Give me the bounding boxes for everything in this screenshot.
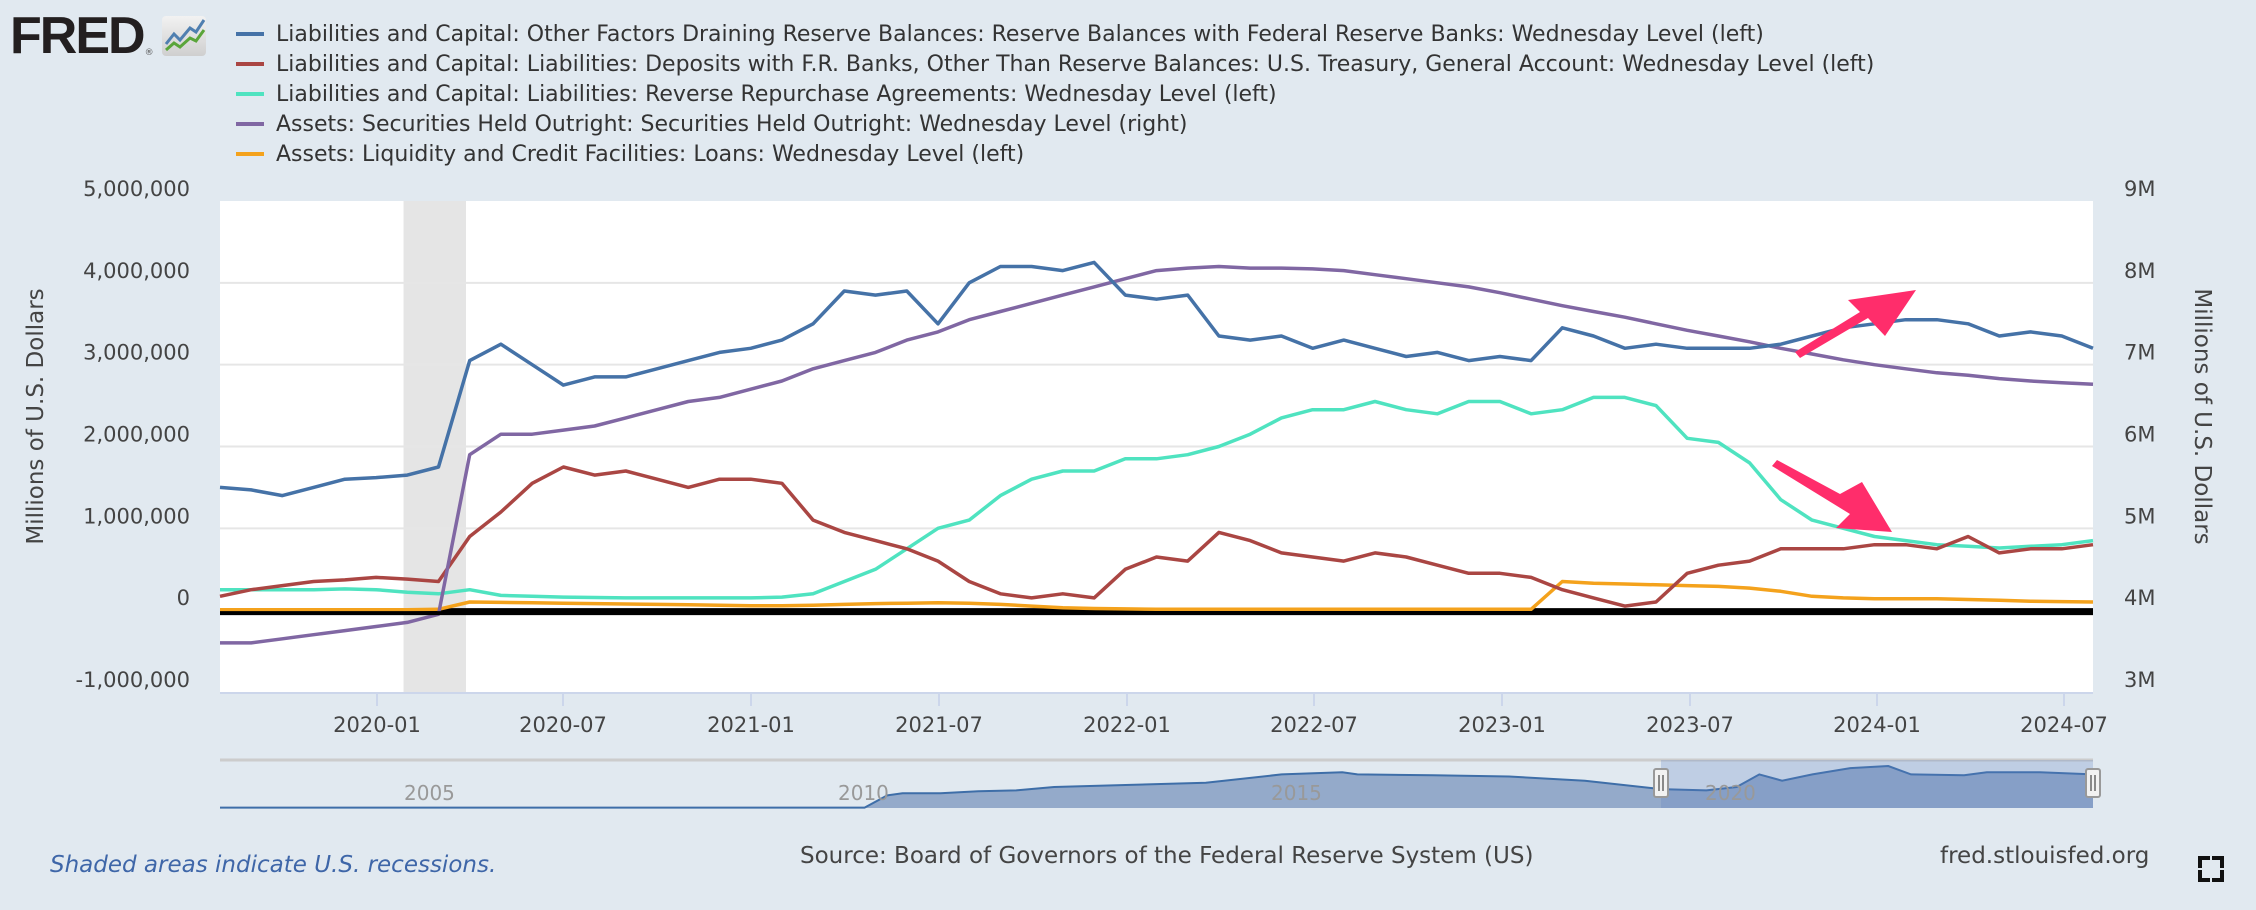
y-right-tick-label: 3M [2124, 668, 2155, 692]
series-line[interactable] [220, 264, 2094, 645]
logo-registered-mark: ® [144, 48, 154, 58]
y-right-tick-label: 6M [2124, 423, 2155, 447]
y-right-tick-label: 5M [2124, 504, 2155, 528]
x-tick-label: 2022-07 [1270, 713, 1358, 737]
y-tick-label: 4,000,000 [83, 259, 190, 283]
navigator-year-label: 2015 [1271, 781, 1322, 805]
legend-item[interactable]: Liabilities and Capital: Liabilities: De… [236, 49, 1874, 79]
series-line[interactable] [220, 579, 2094, 612]
navigator-handle-right[interactable] [2085, 768, 2101, 798]
x-tick-label: 2020-07 [519, 713, 607, 737]
y-right-tick-label: 4M [2124, 586, 2155, 610]
legend-swatch [236, 62, 264, 66]
legend-swatch [236, 152, 264, 156]
legend-swatch [236, 32, 264, 36]
chart-line-icon [161, 16, 206, 56]
y-tick-label: 1,000,000 [83, 504, 190, 528]
legend-label: Assets: Liquidity and Credit Facilities:… [276, 141, 1025, 167]
navigator-line [220, 764, 2094, 809]
legend-label: Liabilities and Capital: Liabilities: De… [276, 51, 1875, 77]
series-line[interactable] [219, 465, 2094, 608]
recession-note: Shaded areas indicate U.S. recessions. [50, 852, 497, 878]
legend-swatch [236, 122, 264, 126]
navigator-area [220, 766, 2093, 808]
navigator-year-label: 2010 [838, 781, 889, 805]
x-tick-label: 2024-01 [1833, 713, 1921, 737]
y-tick-label: 3,000,000 [83, 341, 190, 365]
navigator-handle-left[interactable] [1653, 768, 1669, 798]
annotation-arrow-up [1795, 290, 1916, 358]
legend-item[interactable]: Liabilities and Capital: Liabilities: Re… [236, 79, 1874, 109]
x-tick-label: 2020-01 [333, 713, 421, 737]
series-line[interactable] [219, 260, 2094, 498]
legend-label: Assets: Securities Held Outright: Securi… [276, 111, 1188, 137]
navigator-year-label: 2020 [1705, 781, 1756, 805]
legend-swatch [236, 92, 264, 96]
site-link[interactable]: fred.stlouisfed.org [1940, 843, 2150, 869]
y-tick-label: 5,000,000 [83, 177, 190, 201]
fred-logo[interactable]: FRED ® [10, 10, 206, 62]
navigator-year-label: 2005 [404, 781, 455, 805]
y-right-tick-label: 7M [2124, 341, 2155, 365]
legend-item[interactable]: Assets: Liquidity and Credit Facilities:… [236, 139, 1874, 169]
x-tick-label: 2022-01 [1083, 713, 1171, 737]
x-tick-label: 2023-07 [1646, 713, 1734, 737]
series-line[interactable] [220, 395, 2094, 600]
chart-legend: Liabilities and Capital: Other Factors D… [236, 19, 1874, 169]
y-tick-label: 0 [177, 586, 190, 610]
annotation-arrow-down [1772, 460, 1892, 532]
fullscreen-icon[interactable] [2198, 856, 2224, 882]
legend-label: Liabilities and Capital: Liabilities: Re… [276, 81, 1277, 107]
legend-label: Liabilities and Capital: Other Factors D… [276, 21, 1764, 47]
y-right-axis-title: Millions of U.S. Dollars [2189, 288, 2215, 544]
logo-text: FRED [10, 7, 146, 65]
legend-item[interactable]: Liabilities and Capital: Other Factors D… [236, 19, 1874, 49]
y-right-tick-label: 9M [2124, 177, 2155, 201]
y-axis-title: Millions of U.S. Dollars [23, 288, 49, 544]
x-tick-label: 2024-07 [2020, 713, 2108, 737]
y-tick-label: 2,000,000 [83, 423, 190, 447]
x-tick-label: 2021-07 [895, 713, 983, 737]
x-tick-label: 2021-01 [707, 713, 795, 737]
legend-item[interactable]: Assets: Securities Held Outright: Securi… [236, 109, 1874, 139]
x-tick-label: 2023-01 [1458, 713, 1546, 737]
y-tick-label: -1,000,000 [76, 668, 190, 692]
y-right-tick-label: 8M [2124, 259, 2155, 283]
source-text: Source: Board of Governors of the Federa… [800, 843, 1534, 869]
navigator-selection[interactable] [1661, 760, 2093, 808]
